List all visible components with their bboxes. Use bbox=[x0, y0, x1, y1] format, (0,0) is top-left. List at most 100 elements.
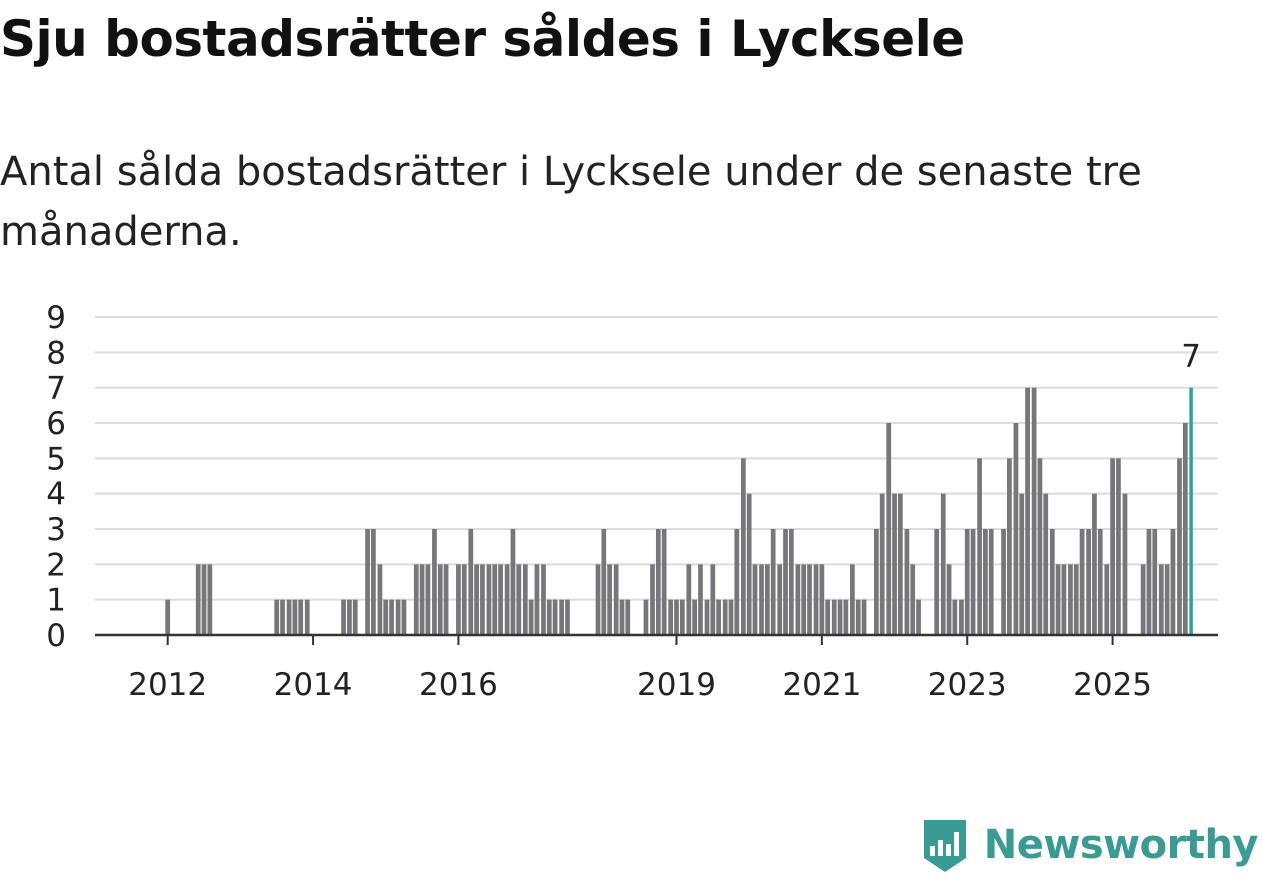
bar bbox=[959, 599, 964, 635]
bar bbox=[1182, 423, 1188, 635]
bar bbox=[746, 493, 752, 635]
bar bbox=[352, 599, 358, 635]
bar bbox=[559, 599, 565, 635]
bar bbox=[292, 599, 298, 635]
bar bbox=[546, 599, 552, 635]
bar bbox=[946, 564, 952, 635]
bar bbox=[1079, 529, 1085, 635]
gridlines bbox=[95, 316, 1218, 601]
bars bbox=[165, 387, 1193, 635]
bar bbox=[813, 564, 819, 635]
bar bbox=[516, 564, 522, 635]
bar bbox=[674, 599, 679, 635]
y-tick-label: 0 bbox=[46, 618, 66, 654]
bar bbox=[492, 564, 498, 635]
bar bbox=[1043, 493, 1049, 635]
bar bbox=[650, 564, 655, 635]
bar bbox=[504, 564, 510, 635]
bar bbox=[195, 564, 201, 635]
bar bbox=[552, 599, 558, 635]
bar bbox=[861, 599, 867, 635]
bar bbox=[207, 564, 213, 635]
bar bbox=[655, 529, 661, 635]
bar bbox=[1158, 564, 1164, 635]
bar bbox=[964, 529, 970, 635]
y-tick-label: 3 bbox=[46, 512, 66, 548]
bar bbox=[1055, 564, 1061, 635]
bar bbox=[679, 599, 685, 635]
bar bbox=[419, 564, 425, 635]
bar bbox=[528, 599, 534, 635]
bar bbox=[1019, 493, 1025, 635]
bar bbox=[274, 599, 280, 635]
bar bbox=[383, 599, 389, 635]
bar bbox=[1073, 564, 1079, 635]
bar bbox=[1031, 387, 1037, 635]
bar bbox=[801, 564, 807, 635]
bar bbox=[595, 564, 601, 635]
bar bbox=[534, 564, 540, 635]
bar bbox=[1097, 529, 1103, 635]
bar bbox=[783, 529, 788, 635]
y-tick-label: 1 bbox=[46, 583, 66, 619]
bar bbox=[825, 599, 831, 635]
bar bbox=[165, 599, 171, 635]
y-tick-label: 8 bbox=[46, 335, 66, 371]
bar bbox=[952, 599, 958, 635]
x-axis-ticks: 2012 2014 2016 2019 2021 2023 2025 bbox=[128, 635, 1152, 703]
bar bbox=[413, 564, 419, 635]
bar bbox=[341, 599, 346, 635]
bar bbox=[1007, 458, 1012, 635]
bar bbox=[377, 564, 383, 635]
bar bbox=[1068, 564, 1073, 635]
bar bbox=[461, 564, 467, 635]
bar bbox=[1164, 564, 1170, 635]
bar bbox=[474, 564, 479, 635]
bar bbox=[1140, 564, 1146, 635]
bar bbox=[625, 599, 631, 635]
y-tick-label: 6 bbox=[46, 406, 66, 442]
bar bbox=[983, 529, 988, 635]
x-tick-label: 2021 bbox=[782, 667, 861, 703]
bar bbox=[1092, 493, 1097, 635]
y-tick-label: 7 bbox=[46, 371, 66, 407]
bar bbox=[764, 564, 770, 635]
bar bbox=[910, 564, 916, 635]
bar bbox=[304, 599, 310, 635]
bar bbox=[437, 564, 443, 635]
bar bbox=[1146, 529, 1152, 635]
bar bbox=[468, 529, 474, 635]
bar bbox=[728, 599, 734, 635]
y-tick-label: 9 bbox=[46, 300, 66, 336]
bar bbox=[977, 458, 982, 635]
y-tick-label: 5 bbox=[46, 441, 66, 477]
bar bbox=[432, 529, 437, 635]
bar bbox=[970, 529, 976, 635]
bar bbox=[795, 564, 801, 635]
bar bbox=[443, 564, 449, 635]
bar bbox=[541, 564, 546, 635]
bar bbox=[668, 599, 674, 635]
bar bbox=[522, 564, 528, 635]
bar bbox=[280, 599, 285, 635]
bar bbox=[1170, 529, 1176, 635]
bar bbox=[777, 564, 783, 635]
bar bbox=[734, 529, 740, 635]
bar bbox=[788, 529, 794, 635]
bar bbox=[698, 564, 703, 635]
bar bbox=[759, 564, 764, 635]
x-tick-label: 2019 bbox=[637, 667, 716, 703]
y-tick-label: 4 bbox=[46, 477, 66, 513]
bar bbox=[286, 599, 292, 635]
bar bbox=[365, 529, 370, 635]
x-tick-label: 2012 bbox=[128, 667, 207, 703]
bar bbox=[916, 599, 921, 635]
last-value-label: 7 bbox=[1181, 339, 1201, 375]
bar bbox=[486, 564, 492, 635]
bar bbox=[710, 564, 716, 635]
bar bbox=[425, 564, 431, 635]
x-tick-label: 2014 bbox=[274, 667, 353, 703]
bar bbox=[1001, 529, 1006, 635]
bar bbox=[565, 599, 570, 635]
